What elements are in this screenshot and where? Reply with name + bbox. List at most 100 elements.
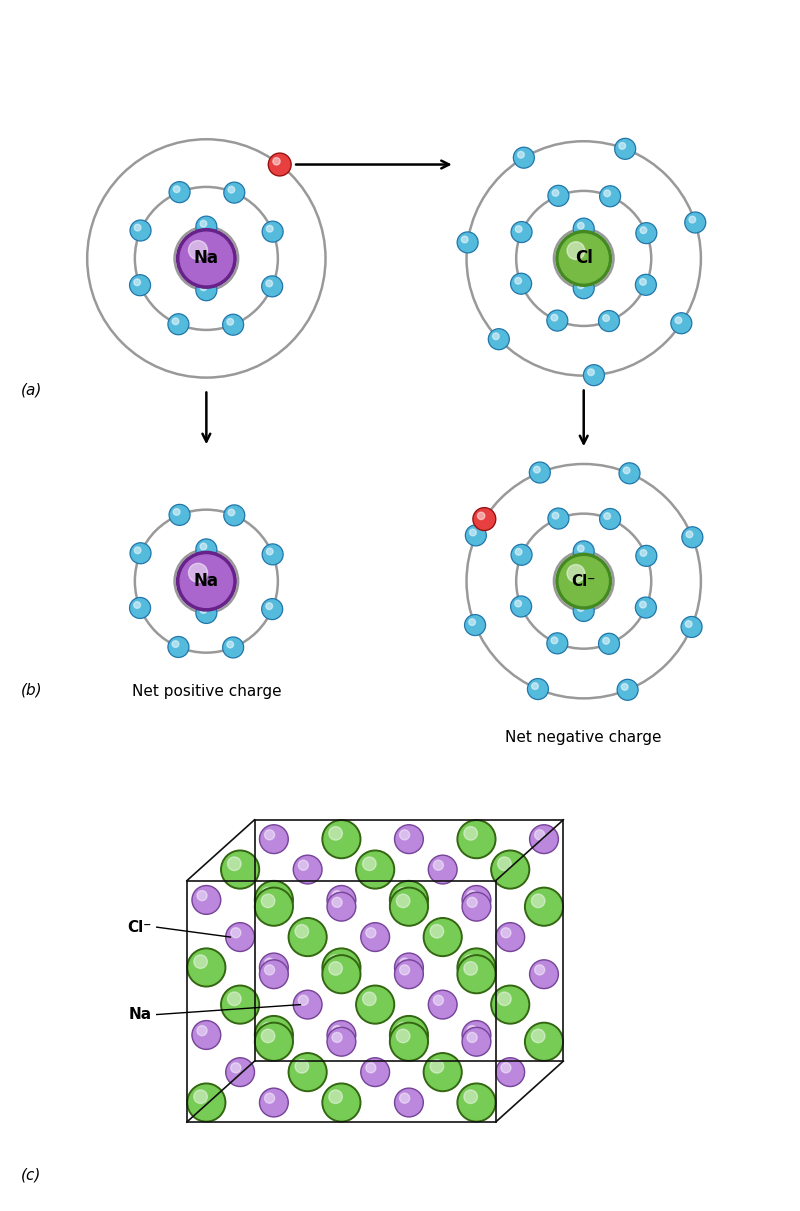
Circle shape <box>329 894 354 919</box>
Circle shape <box>550 510 567 528</box>
Circle shape <box>552 512 559 520</box>
Circle shape <box>600 185 621 207</box>
Circle shape <box>473 507 496 530</box>
Circle shape <box>358 987 393 1022</box>
Circle shape <box>192 885 221 914</box>
Circle shape <box>230 928 241 937</box>
Circle shape <box>356 986 394 1025</box>
Text: Net positive charge: Net positive charge <box>131 684 281 700</box>
Circle shape <box>622 683 628 690</box>
Circle shape <box>466 616 484 635</box>
Circle shape <box>601 186 619 206</box>
Circle shape <box>550 186 567 205</box>
Circle shape <box>189 241 207 259</box>
Circle shape <box>399 830 410 840</box>
Circle shape <box>196 539 217 559</box>
Circle shape <box>619 143 626 149</box>
Circle shape <box>265 1094 274 1103</box>
Circle shape <box>222 637 243 658</box>
Circle shape <box>262 1029 275 1043</box>
Circle shape <box>636 223 657 243</box>
Circle shape <box>268 153 291 176</box>
Circle shape <box>394 825 423 854</box>
Circle shape <box>180 555 233 608</box>
Circle shape <box>298 995 308 1005</box>
Circle shape <box>574 543 593 561</box>
Circle shape <box>230 1063 241 1073</box>
Circle shape <box>604 190 610 196</box>
Circle shape <box>463 894 490 919</box>
Circle shape <box>168 637 189 658</box>
Circle shape <box>189 563 207 582</box>
Circle shape <box>180 233 233 285</box>
Circle shape <box>515 277 522 285</box>
Circle shape <box>332 890 342 901</box>
Circle shape <box>200 220 206 228</box>
Circle shape <box>396 954 422 981</box>
Circle shape <box>324 822 359 856</box>
Circle shape <box>685 212 706 233</box>
Circle shape <box>462 236 468 243</box>
Circle shape <box>168 314 189 334</box>
Circle shape <box>434 860 443 871</box>
Circle shape <box>322 1083 361 1121</box>
Circle shape <box>548 635 566 653</box>
Circle shape <box>329 1022 354 1048</box>
Circle shape <box>512 223 530 241</box>
Circle shape <box>262 598 282 620</box>
Circle shape <box>170 506 189 524</box>
Circle shape <box>623 467 630 474</box>
Circle shape <box>551 637 558 644</box>
Circle shape <box>227 924 253 951</box>
Circle shape <box>459 951 494 985</box>
Circle shape <box>263 599 282 619</box>
Circle shape <box>257 1025 291 1060</box>
Circle shape <box>324 951 359 985</box>
Circle shape <box>578 545 584 552</box>
Circle shape <box>635 597 656 618</box>
Circle shape <box>396 826 422 853</box>
Circle shape <box>290 1055 325 1090</box>
Circle shape <box>512 275 530 293</box>
Circle shape <box>689 217 696 223</box>
Circle shape <box>366 1063 376 1073</box>
Circle shape <box>635 275 656 295</box>
Circle shape <box>686 621 692 627</box>
Circle shape <box>169 182 190 202</box>
Circle shape <box>601 510 619 528</box>
Circle shape <box>390 888 428 926</box>
Circle shape <box>574 602 593 620</box>
Circle shape <box>329 1090 342 1103</box>
Text: Net negative charge: Net negative charge <box>506 730 662 745</box>
Circle shape <box>396 1022 410 1035</box>
Circle shape <box>224 505 245 526</box>
Circle shape <box>174 185 180 193</box>
Text: Na: Na <box>194 572 219 590</box>
Circle shape <box>574 277 594 299</box>
Circle shape <box>294 991 322 1018</box>
Circle shape <box>194 1022 219 1048</box>
Circle shape <box>362 1060 388 1085</box>
Circle shape <box>491 986 530 1025</box>
Circle shape <box>262 894 275 908</box>
Circle shape <box>469 619 475 626</box>
Circle shape <box>130 220 151 241</box>
Circle shape <box>559 234 608 283</box>
Circle shape <box>390 880 428 919</box>
Circle shape <box>259 960 288 988</box>
Circle shape <box>172 318 179 325</box>
Circle shape <box>478 512 485 520</box>
Circle shape <box>177 229 236 288</box>
Circle shape <box>131 222 150 240</box>
Circle shape <box>130 275 150 295</box>
Text: (a): (a) <box>21 383 42 397</box>
Circle shape <box>396 888 410 901</box>
Circle shape <box>578 223 584 229</box>
Circle shape <box>490 331 508 349</box>
Circle shape <box>640 226 646 234</box>
Circle shape <box>221 850 259 889</box>
Circle shape <box>602 315 610 321</box>
Circle shape <box>254 1016 294 1055</box>
Circle shape <box>290 919 325 954</box>
Circle shape <box>458 234 477 252</box>
